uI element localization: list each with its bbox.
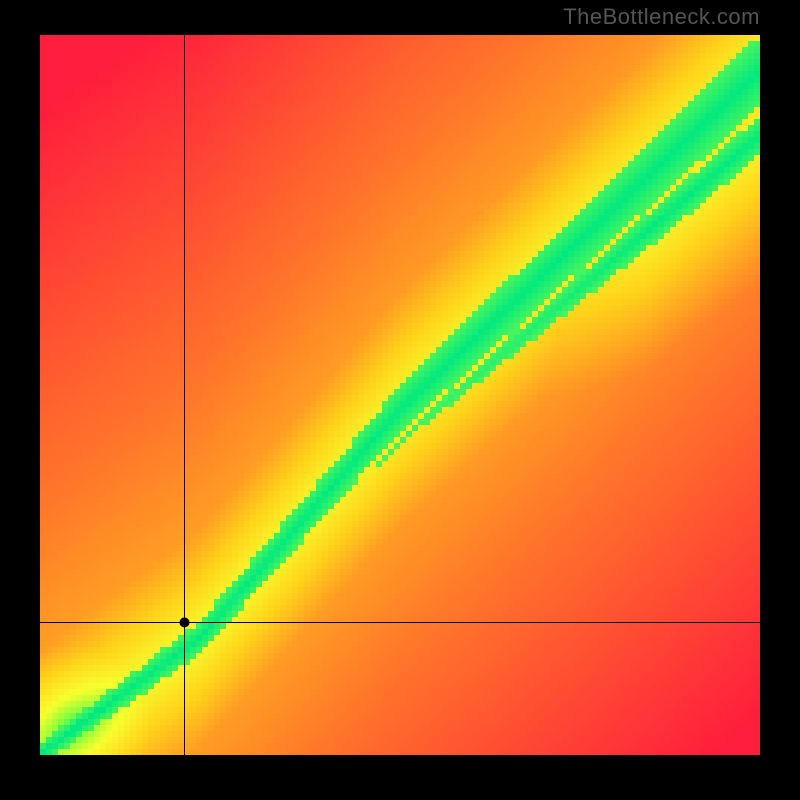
crosshair-overlay[interactable] bbox=[40, 35, 760, 755]
watermark-text: TheBottleneck.com bbox=[563, 4, 760, 30]
root: TheBottleneck.com bbox=[0, 0, 800, 800]
